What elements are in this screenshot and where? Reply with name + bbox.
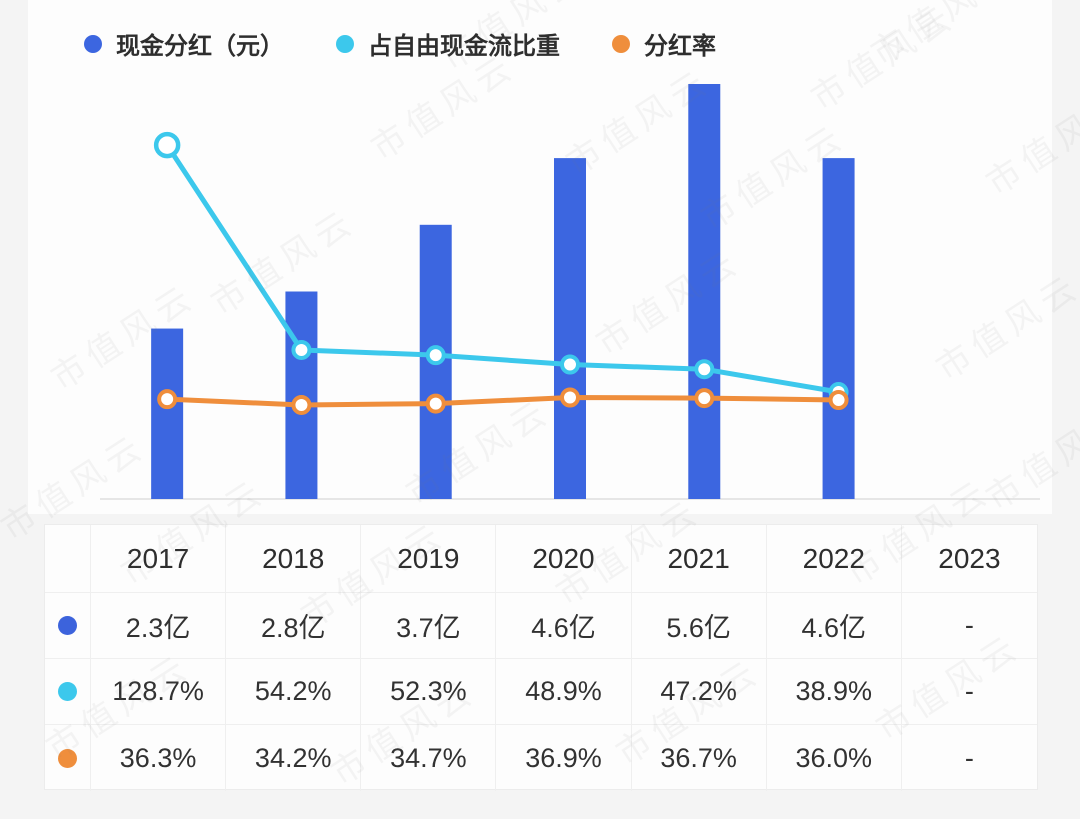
table-cell: 2.8亿 <box>226 593 362 659</box>
table-cell: 36.9% <box>496 725 632 791</box>
table-row-icon-cell <box>45 725 91 791</box>
table-cell: 36.0% <box>767 725 902 791</box>
bar-2020 <box>554 158 586 499</box>
table-header-year: 2023 <box>901 525 1037 593</box>
line-series-0 <box>164 142 842 395</box>
table-cell: 4.6亿 <box>496 593 632 659</box>
table-cell: 2.3亿 <box>91 593 227 659</box>
table-cell: 36.7% <box>632 725 767 791</box>
table-header-year: 2019 <box>361 525 497 593</box>
table-cell: 52.3% <box>361 659 497 725</box>
table-header-year: 2018 <box>226 525 362 593</box>
marker-2022-series-1 <box>828 390 849 410</box>
table-header-year: 2020 <box>496 525 632 593</box>
table-cell: 34.7% <box>361 725 497 791</box>
marker-2019-series-0 <box>425 345 446 366</box>
table-cell: - <box>901 659 1037 725</box>
data-table: 2017 2018 2019 2020 2021 2022 2023 2.3亿 2.8亿 3.7亿… <box>44 524 1038 791</box>
table-cell: 38.9% <box>766 659 902 725</box>
table-row-icon-cell <box>45 659 91 725</box>
table-cell: 128.7% <box>91 659 227 725</box>
table-header-year: 2021 <box>631 525 767 593</box>
table-row-icon-cell <box>45 593 91 659</box>
legend-item-cash-dividend[interactable]: 现金分红（元） <box>84 26 284 61</box>
table-cell: 4.6亿 <box>766 593 902 659</box>
table-corner-cell <box>45 525 91 593</box>
table-cell: 3.7亿 <box>361 593 497 659</box>
table-cell: 54.2% <box>226 659 362 725</box>
table-cell: 47.2% <box>631 659 767 725</box>
marker-2017-series-0 <box>153 131 181 159</box>
chart-background-panel <box>28 0 1052 514</box>
marker-2018-series-0 <box>291 339 312 360</box>
line-series-1 <box>164 395 842 408</box>
marker-2021-series-0 <box>694 359 715 380</box>
legend-label: 分红率 <box>644 33 716 60</box>
marker-2019-series-1 <box>425 393 446 414</box>
marker-2017-series-1 <box>157 389 178 410</box>
chart-legend: 现金分红（元） 占自由现金流比重 分红率 <box>84 26 716 61</box>
legend-item-fcf-ratio[interactable]: 占自由现金流比重 <box>336 26 560 61</box>
table-cell: 48.9% <box>496 659 632 725</box>
table-header-year: 2017 <box>91 525 227 593</box>
cyan-series-dot-icon <box>58 682 77 701</box>
table-cell: - <box>901 593 1037 659</box>
table-header-year: 2022 <box>766 525 902 593</box>
combo-chart <box>100 84 1040 500</box>
legend-label: 占自由现金流比重 <box>368 33 560 60</box>
legend-item-payout-ratio[interactable]: 分红率 <box>612 26 716 61</box>
blue-series-dot-icon <box>58 616 77 635</box>
marker-2018-series-1 <box>291 394 312 415</box>
table-cell: 36.3% <box>91 725 227 791</box>
orange-series-dot-icon <box>58 748 77 768</box>
marker-2021-series-1 <box>694 388 715 409</box>
bar-2021 <box>688 84 721 499</box>
table-cell: 5.6亿 <box>631 593 767 659</box>
table-cell: 34.2% <box>226 725 362 791</box>
table-cell: - <box>964 742 974 773</box>
orange-dot-icon <box>612 34 630 53</box>
cyan-dot-icon <box>336 34 354 53</box>
marker-2020-series-0 <box>560 354 580 375</box>
bar-2017 <box>151 328 184 499</box>
legend-label: 现金分红（元） <box>116 33 284 60</box>
bar-2022 <box>822 158 855 499</box>
marker-2020-series-1 <box>560 387 580 408</box>
blue-dot-icon <box>84 34 102 53</box>
